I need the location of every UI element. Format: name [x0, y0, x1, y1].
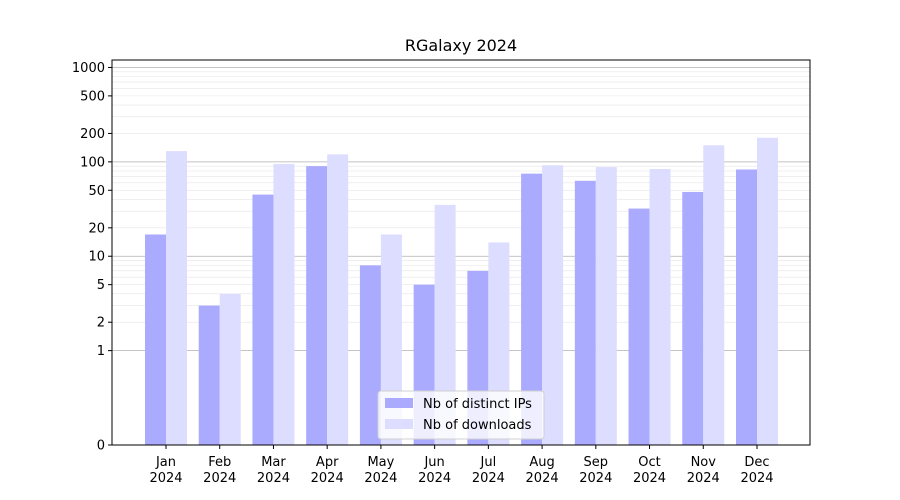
legend-label: Nb of downloads: [423, 418, 532, 433]
bar-distinct-ips: [359, 265, 381, 445]
bar-downloads: [434, 204, 456, 445]
bar-distinct-ips: [736, 169, 757, 445]
bar-distinct-ips: [252, 194, 274, 445]
y-tick-label: 50: [88, 184, 105, 199]
x-tick-label: Dec 2024: [740, 455, 773, 486]
y-tick-label: 500: [80, 89, 105, 104]
bar-downloads: [273, 163, 295, 445]
y-tick-label: 10: [88, 250, 105, 265]
y-tick-label: 200: [80, 127, 105, 142]
x-tick-label: Jul 2024: [472, 455, 505, 486]
x-tick-label: Feb 2024: [203, 455, 236, 486]
bar-downloads: [703, 145, 725, 445]
legend-swatch: [385, 398, 413, 408]
x-tick-label: Nov 2024: [687, 455, 720, 486]
bar-downloads: [542, 165, 564, 445]
x-tick-label: Sep 2024: [579, 455, 612, 486]
y-tick-label: 5: [97, 278, 105, 293]
bar-downloads: [166, 151, 187, 446]
bar-downloads: [327, 154, 349, 445]
x-tick-label: Mar 2024: [257, 455, 290, 486]
y-tick-label: 20: [88, 221, 105, 236]
bar-downloads: [595, 167, 617, 445]
bar-distinct-ips: [306, 166, 328, 445]
x-axis: Jan 2024 Feb 2024 Mar 2024 Apr 2024 May 2024 Jun 20…: [149, 445, 774, 486]
legend-label: Nb of distinct IPs: [423, 397, 532, 412]
y-tick-label: 1000: [72, 61, 105, 76]
bar-downloads: [649, 169, 671, 445]
x-tick-label: Oct 2024: [633, 455, 666, 486]
legend: Nb of distinct IPs Nb of downloads: [377, 390, 545, 440]
legend-swatch: [385, 419, 413, 429]
x-tick-label: May 2024: [364, 455, 397, 486]
plot-frame: [111, 59, 811, 446]
y-tick-label: 2: [97, 316, 105, 331]
chart-title: RGalaxy 2024: [405, 36, 517, 55]
y-tick-label: 1: [97, 344, 105, 359]
x-tick-label: Jun 2024: [418, 455, 451, 486]
y-axis: 0 1 2 5 10 20 50 100 200 500 1000: [72, 61, 112, 454]
bar-distinct-ips: [145, 234, 166, 445]
bar-distinct-ips: [628, 208, 650, 445]
bar-downloads: [219, 293, 241, 445]
bar-downloads: [757, 137, 778, 445]
bar-distinct-ips: [198, 305, 220, 445]
bar-distinct-ips: [574, 180, 596, 445]
y-tick-label: 100: [80, 155, 105, 170]
y-tick-label: 0: [97, 439, 105, 454]
x-tick-label: Aug 2024: [526, 455, 559, 486]
bar-distinct-ips: [521, 173, 543, 446]
x-tick-label: Jan 2024: [149, 455, 182, 486]
x-tick-label: Apr 2024: [311, 455, 344, 486]
bar-distinct-ips: [682, 191, 704, 445]
legend-box: [377, 390, 545, 440]
